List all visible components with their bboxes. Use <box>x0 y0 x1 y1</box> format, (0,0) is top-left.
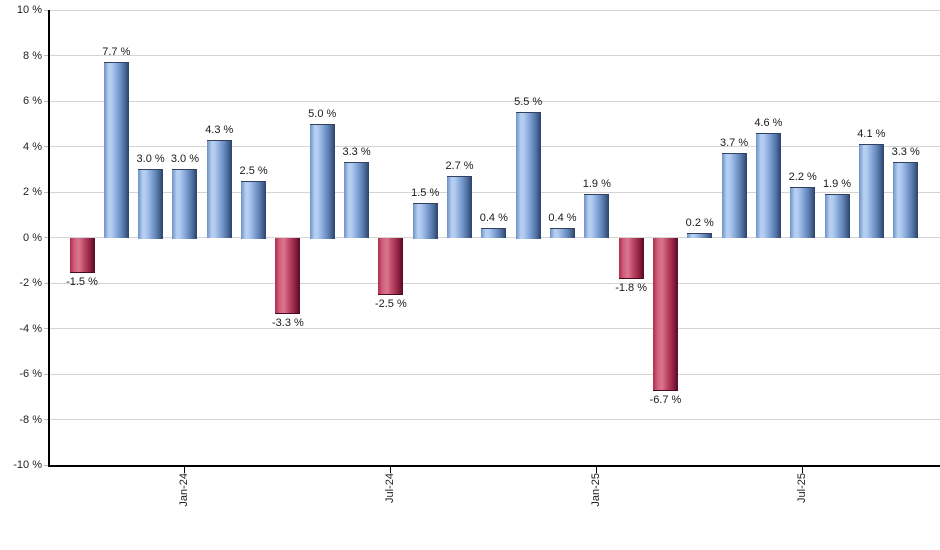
bar[interactable] <box>824 194 850 239</box>
y-axis-tick-label: -6 % <box>19 368 42 380</box>
bar-value-label: 0.4 % <box>548 212 577 225</box>
bar-value-label: 7.7 % <box>102 46 131 59</box>
y-axis-tick <box>44 419 48 420</box>
bar[interactable] <box>858 144 884 239</box>
y-axis-tick-label: 4 % <box>23 140 42 153</box>
y-axis-tick <box>44 146 48 147</box>
x-axis-tick <box>596 467 598 473</box>
bar-value-label: 3.0 % <box>170 153 200 166</box>
bar[interactable] <box>206 139 232 239</box>
x-axis-tick-label: Jul-24 <box>383 473 396 503</box>
bar[interactable] <box>309 123 335 239</box>
y-axis-tick-label: -10 % <box>13 459 42 471</box>
bar[interactable] <box>275 237 301 314</box>
bar[interactable] <box>618 237 644 280</box>
gridline <box>48 373 940 375</box>
bar[interactable] <box>344 162 370 239</box>
bar[interactable] <box>687 232 713 239</box>
bar-value-label: 2.5 % <box>239 164 268 177</box>
bar[interactable] <box>481 228 507 239</box>
bar-value-label: 0.4 % <box>479 212 508 225</box>
bar[interactable] <box>584 194 610 239</box>
bar[interactable] <box>447 176 473 239</box>
x-axis-line <box>48 465 940 467</box>
bar-value-label: 1.9 % <box>582 178 611 191</box>
bar-value-label: 3.0 % <box>136 153 165 166</box>
y-axis-tick-label: -2 % <box>19 277 42 289</box>
bar-value-label: -1.5 % <box>66 275 98 288</box>
bar[interactable] <box>790 187 816 239</box>
y-axis-tick-label: 2 % <box>23 186 42 198</box>
x-axis-tick-label: Jan-24 <box>177 473 190 507</box>
bar[interactable] <box>721 153 747 239</box>
bar[interactable] <box>69 237 95 273</box>
gridline <box>48 419 940 420</box>
bar-value-label: -2.5 % <box>374 298 407 311</box>
gridline <box>48 55 940 56</box>
y-axis-tick-label: -4 % <box>19 322 42 335</box>
x-axis-tick <box>184 467 186 473</box>
bar-value-label: 2.2 % <box>788 171 817 184</box>
bar-value-label: 3.3 % <box>342 146 371 159</box>
gridline <box>48 282 940 284</box>
y-axis-line <box>48 10 50 467</box>
bar[interactable] <box>893 162 919 239</box>
bar-value-label: -1.8 % <box>615 282 647 295</box>
bar-value-label: 1.5 % <box>411 187 440 200</box>
gridline <box>48 9 940 11</box>
bar-value-label: 4.1 % <box>857 128 886 141</box>
bar-value-label: 4.6 % <box>754 116 783 129</box>
bar-value-label: 5.0 % <box>308 107 337 120</box>
y-axis-tick-label: 0 % <box>23 231 42 244</box>
bar-value-label: 4.3 % <box>205 123 234 136</box>
bar-value-label: 1.9 % <box>822 178 852 191</box>
gridline <box>48 146 940 147</box>
y-axis-tick <box>44 100 48 102</box>
bar-value-label: -3.3 % <box>272 316 304 329</box>
y-axis-tick-label: 8 % <box>23 49 42 62</box>
bar[interactable] <box>138 169 164 239</box>
x-axis-tick-label: Jul-25 <box>795 473 808 503</box>
bar-value-label: 3.7 % <box>720 137 749 150</box>
y-axis-tick-label: 6 % <box>23 95 42 107</box>
bar-value-label: 2.7 % <box>445 160 474 173</box>
gridline <box>48 100 940 102</box>
y-axis-tick <box>44 55 48 56</box>
bar-value-label: 5.5 % <box>514 96 543 109</box>
bar[interactable] <box>755 132 781 239</box>
bar[interactable] <box>103 62 129 239</box>
bar-value-label: -6.7 % <box>649 393 682 406</box>
bar[interactable] <box>241 180 267 239</box>
y-axis-tick-label: -8 % <box>19 413 42 426</box>
bar[interactable] <box>515 112 541 239</box>
bar[interactable] <box>652 237 678 391</box>
bar[interactable] <box>378 237 404 296</box>
bar[interactable] <box>412 203 438 239</box>
y-axis-tick <box>44 464 48 466</box>
bar-value-label: 0.2 % <box>685 216 714 229</box>
y-axis-tick <box>44 237 48 238</box>
bar[interactable] <box>549 228 575 239</box>
x-axis-tick <box>390 467 392 473</box>
y-axis-tick <box>44 373 48 375</box>
bar-value-label: 3.3 % <box>891 146 920 159</box>
gridline <box>48 191 940 193</box>
bar[interactable] <box>172 169 198 239</box>
y-axis-tick <box>44 328 48 329</box>
y-axis-tick <box>44 9 48 11</box>
x-axis-tick <box>802 467 804 473</box>
x-axis-tick-label: Jan-25 <box>589 473 602 507</box>
gridline <box>48 328 940 329</box>
y-axis-tick-label: 10 % <box>16 4 42 16</box>
y-axis-tick <box>44 191 48 193</box>
y-axis-tick <box>44 282 48 284</box>
